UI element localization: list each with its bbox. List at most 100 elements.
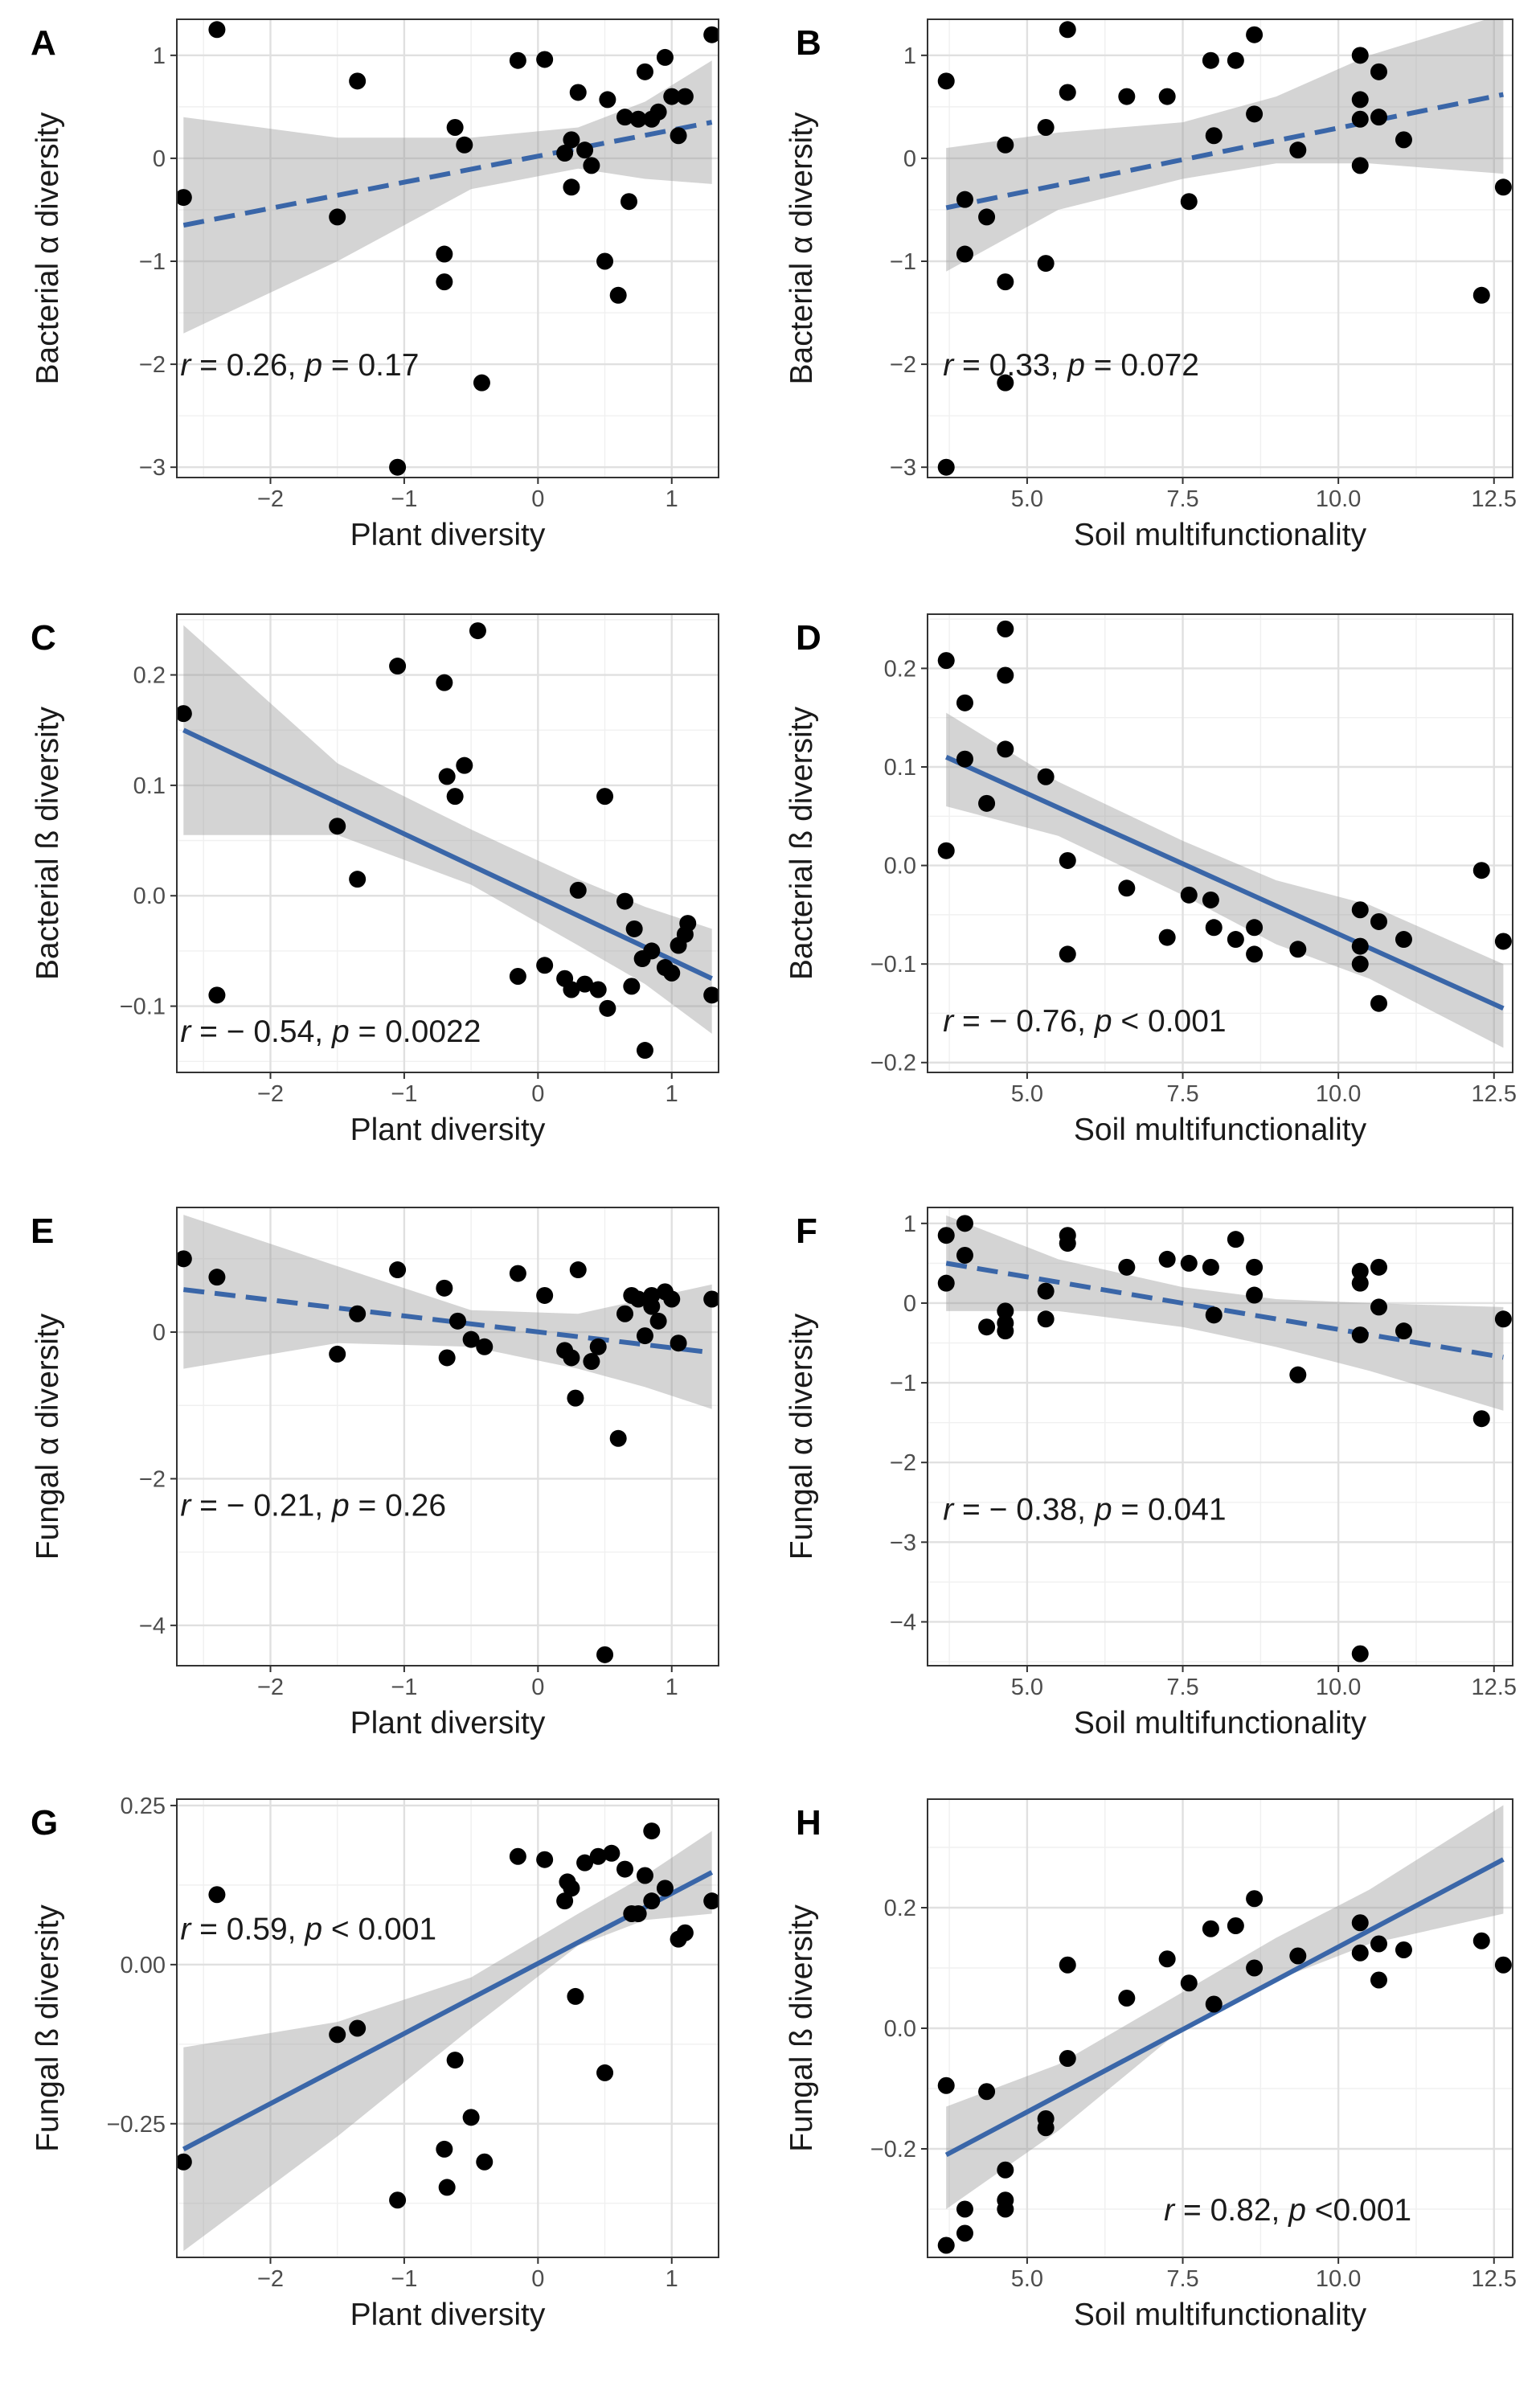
data-point [589, 1338, 607, 1355]
annotation-p-label: p [1288, 2193, 1306, 2228]
data-point [1205, 127, 1223, 145]
x-tick-label: 10.0 [1316, 486, 1361, 512]
data-point [556, 1892, 574, 1910]
annotation-r-label: r [943, 1493, 955, 1527]
y-tick-label: −1 [890, 1371, 916, 1396]
annotation-p-text: < 0.001 [1112, 1004, 1227, 1039]
x-tick-label: 1 [666, 1675, 678, 1700]
annotation-r-label: r [180, 1015, 192, 1049]
data-point [448, 1312, 466, 1330]
y-tick-label: 0.2 [133, 663, 166, 689]
data-point [536, 1286, 554, 1304]
x-axis-title: Plant diversity [350, 2298, 546, 2332]
data-point [636, 1042, 653, 1060]
x-tick-label: −2 [257, 486, 284, 512]
annotation-p-label: p [331, 1488, 350, 1523]
data-point [703, 1290, 719, 1308]
data-point [703, 1892, 719, 1910]
y-tick-label: −1 [139, 249, 166, 275]
annotation-p-label: p [1094, 1004, 1112, 1039]
data-point [937, 1227, 955, 1244]
data-point [1180, 886, 1198, 904]
data-point [1059, 1235, 1076, 1252]
data-point [1227, 1917, 1244, 1934]
y-axis-title: Fungal ß diversity [31, 1904, 65, 2152]
annotation-r-text: = 0.26, [190, 348, 305, 383]
data-point [1246, 1890, 1264, 1908]
data-point [208, 1269, 226, 1286]
data-point [676, 1924, 694, 1941]
annotation-p-text: < 0.001 [322, 1912, 436, 1947]
data-point [1037, 768, 1055, 785]
data-point [1118, 1258, 1136, 1276]
data-point [596, 1646, 614, 1663]
data-point [1246, 1959, 1264, 1977]
x-axis-title: Plant diversity [350, 518, 546, 552]
x-tick-label: 0 [531, 1081, 544, 1107]
x-tick-label: 12.5 [1472, 1675, 1517, 1700]
x-tick-label: −1 [391, 486, 417, 512]
x-tick-label: 7.5 [1166, 1675, 1198, 1700]
data-point [1351, 1262, 1369, 1280]
regression-line [182, 1287, 713, 1355]
data-point [596, 788, 614, 806]
panel-B: 5.0 7.5 10.0 12.5 −3 −2 −1 0 1 Soil multifunction… [784, 18, 1517, 552]
data-point [616, 109, 634, 126]
data-point [616, 892, 634, 910]
data-point [576, 141, 594, 159]
plot-area [928, 614, 1513, 1072]
data-point [1202, 1920, 1219, 1937]
data-point [663, 88, 681, 105]
data-point [1351, 1326, 1369, 1344]
confidence-band [183, 625, 712, 1034]
plot-area [177, 1799, 719, 2257]
data-point [1059, 2050, 1076, 2067]
data-point [436, 245, 453, 263]
data-point [1351, 1914, 1369, 1932]
panel-letter: B [796, 23, 821, 63]
data-point [956, 1215, 973, 1232]
data-point [1118, 88, 1136, 105]
annotation-r-label: r [180, 1912, 192, 1947]
regression-line [182, 728, 713, 981]
annotation-p-label: p [1067, 348, 1085, 383]
y-tick-label: −4 [890, 1609, 916, 1635]
x-tick-label: 1 [666, 486, 678, 512]
data-point [1351, 1274, 1369, 1292]
data-point [469, 622, 486, 640]
data-point [643, 1892, 661, 1910]
data-point [536, 1851, 554, 1868]
data-point [1370, 1258, 1387, 1276]
data-point [1246, 919, 1264, 937]
annotation-r-label: r [1164, 2193, 1176, 2228]
y-tick-label: 1 [903, 1211, 916, 1237]
x-axis-title: Plant diversity [350, 1706, 546, 1740]
data-point [997, 666, 1014, 684]
data-point [1037, 1310, 1055, 1328]
data-point [629, 110, 647, 128]
data-point [997, 374, 1014, 392]
data-point [636, 1867, 653, 1884]
data-point [1351, 1944, 1369, 1962]
stat-annotation: r = − 0.76, p < 0.001 [943, 1004, 1226, 1039]
data-point [1370, 1935, 1387, 1953]
data-point [389, 458, 407, 476]
data-point [997, 1322, 1014, 1340]
x-tick-label: 1 [666, 1081, 678, 1107]
data-point [208, 986, 226, 1004]
data-point [978, 794, 996, 812]
y-tick-label: −4 [139, 1613, 166, 1639]
annotation-r-text: = − 0.21, [190, 1488, 332, 1523]
y-axis-title: Bacterial α diversity [784, 112, 819, 384]
data-point [997, 740, 1014, 758]
data-point [937, 2076, 955, 2094]
data-point [563, 178, 580, 196]
plot-frame [927, 1207, 1513, 1667]
plot-area [177, 19, 719, 478]
data-point [349, 2019, 367, 2037]
data-point [476, 2153, 494, 2171]
y-axis-title: Bacterial ß diversity [31, 706, 65, 980]
confidence-band [946, 1215, 1504, 1411]
annotation-p-text: = 0.0022 [350, 1015, 481, 1049]
x-tick-label: 12.5 [1472, 486, 1517, 512]
